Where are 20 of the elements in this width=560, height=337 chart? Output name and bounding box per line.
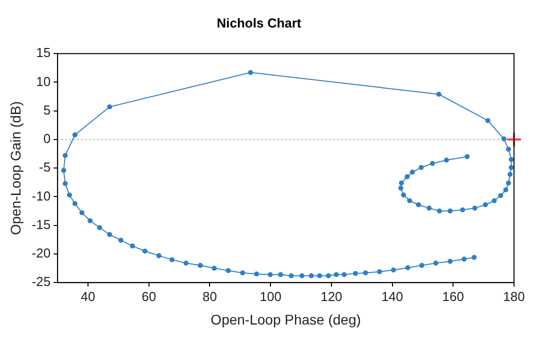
x-axis-title: Open-Loop Phase (deg) xyxy=(210,311,361,328)
x-tick-label: 120 xyxy=(320,288,342,304)
y-tick-label: -10 xyxy=(32,188,51,204)
y-tick-label: 0 xyxy=(43,131,51,146)
y-tick-label: -15 xyxy=(32,216,51,232)
x-tick-label: 80 xyxy=(202,288,217,304)
y-tick-label: -20 xyxy=(32,246,51,261)
y-axis-title: Open-Loop Gain (dB) xyxy=(7,101,24,236)
x-tick-label: 160 xyxy=(442,288,464,304)
x-tick-label: 140 xyxy=(381,288,404,304)
x-tick-label: 60 xyxy=(142,288,156,304)
chart-title: Nichols Chart xyxy=(216,15,302,30)
y-tick-label: 5 xyxy=(43,102,51,118)
y-tick-label: -5 xyxy=(39,160,51,175)
x-tick-label: 100 xyxy=(260,288,282,304)
x-tick-label: 180 xyxy=(503,288,525,304)
y-tick-label: 10 xyxy=(36,74,51,89)
x-tick-label: 40 xyxy=(80,288,96,304)
y-tick-label: 15 xyxy=(36,45,51,60)
y-tick-label: -25 xyxy=(32,274,51,290)
